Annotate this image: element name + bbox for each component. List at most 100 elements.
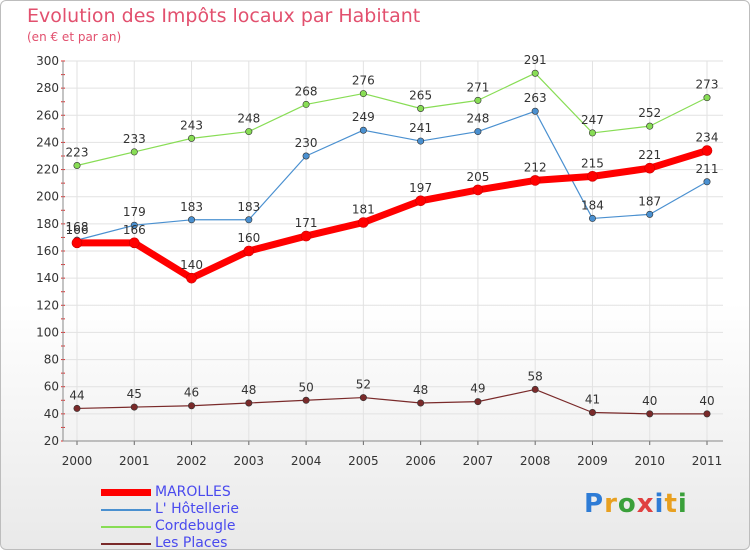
x-tick-label: 2005 (348, 454, 379, 468)
data-point (73, 404, 81, 412)
data-point (417, 399, 425, 407)
data-point (417, 105, 425, 113)
data-point (587, 171, 598, 182)
data-label: 233 (123, 132, 146, 146)
data-point (359, 394, 367, 402)
legend-swatch (101, 489, 151, 496)
data-label: 273 (696, 78, 719, 92)
x-tick-label: 2007 (463, 454, 494, 468)
data-point (245, 399, 253, 407)
data-label: 48 (413, 383, 428, 397)
y-tick-label: 40 (44, 407, 59, 421)
data-point (474, 96, 482, 104)
series-line-Cordebugle (76, 72, 708, 167)
data-point (300, 230, 312, 242)
legend-swatch (101, 509, 151, 511)
y-tick-label: 300 (36, 54, 59, 68)
x-tick-label: 2009 (577, 454, 608, 468)
data-label: 243 (180, 118, 203, 132)
legend-label: MAROLLES (155, 484, 231, 500)
series-line-MAROLLES (73, 147, 711, 282)
x-tick-label: 2001 (119, 454, 150, 468)
data-label: 179 (123, 205, 146, 219)
data-point (302, 396, 310, 404)
data-label: 166 (66, 223, 89, 237)
logo-letter: i (677, 489, 688, 519)
data-label: 40 (699, 394, 714, 408)
logo-letter: t (664, 489, 678, 519)
data-point (245, 216, 253, 224)
data-label: 160 (237, 231, 260, 245)
logo-letter: x (636, 489, 655, 519)
data-point (188, 402, 196, 410)
x-tick-label: 2004 (291, 454, 322, 468)
data-label: 276 (352, 74, 375, 88)
y-tick-label: 240 (36, 135, 59, 149)
data-point (703, 94, 711, 102)
data-point (588, 408, 596, 416)
data-label: 212 (524, 160, 547, 174)
y-tick-label: 280 (36, 81, 59, 95)
legend-item: L' Hôtellerie (101, 501, 301, 518)
data-label: 252 (638, 106, 661, 120)
data-point (73, 162, 81, 170)
data-point (71, 237, 83, 249)
y-tick-label: 160 (36, 244, 59, 258)
data-label: 44 (69, 388, 84, 402)
y-tick-label: 100 (36, 325, 59, 339)
x-tick-label: 2002 (176, 454, 207, 468)
data-point (474, 128, 482, 136)
data-point (302, 100, 310, 108)
proxiti-logo: Proxiti (584, 489, 688, 519)
data-label: 187 (638, 194, 661, 208)
data-point (128, 237, 140, 249)
data-label: 50 (298, 380, 313, 394)
data-point (474, 398, 482, 406)
logo-letter: o (617, 489, 637, 519)
data-point (703, 178, 711, 186)
legend-item: MAROLLES (101, 484, 301, 501)
data-label: 205 (466, 170, 489, 184)
data-point (531, 107, 539, 115)
data-label: 241 (409, 121, 432, 135)
data-point (701, 145, 713, 156)
data-label: 271 (466, 80, 489, 94)
logo-letter: P (584, 489, 605, 519)
y-tick-label: 20 (44, 434, 59, 448)
data-label: 215 (581, 156, 604, 170)
chart-title: Evolution des Impôts locaux par Habitant (27, 5, 421, 27)
data-label: 248 (466, 112, 489, 126)
data-label: 265 (409, 89, 432, 103)
data-label: 247 (581, 113, 604, 127)
data-label: 171 (295, 216, 318, 230)
data-point (529, 175, 541, 186)
y-tick-label: 260 (36, 108, 59, 122)
data-label: 249 (352, 110, 375, 124)
data-label: 183 (237, 200, 260, 214)
series-line-Les Places (76, 388, 708, 415)
data-point (243, 245, 255, 257)
y-tick-label: 220 (36, 163, 59, 177)
data-point (646, 210, 654, 218)
data-point (359, 126, 367, 134)
data-label: 248 (237, 112, 260, 126)
y-tick-label: 80 (44, 353, 59, 367)
data-label: 263 (524, 91, 547, 105)
data-label: 268 (295, 84, 318, 98)
data-label: 234 (696, 131, 719, 145)
data-point (531, 385, 539, 393)
data-label: 140 (180, 258, 203, 272)
data-label: 211 (696, 162, 719, 176)
x-tick-label: 2003 (234, 454, 265, 468)
data-label: 45 (127, 387, 142, 401)
data-label: 40 (642, 394, 657, 408)
logo-letter: i (654, 489, 665, 519)
data-label: 291 (524, 53, 547, 67)
data-point (472, 184, 484, 196)
legend-label: L' Hôtellerie (155, 501, 239, 517)
data-point (186, 272, 197, 284)
data-point (130, 221, 138, 229)
data-point (130, 148, 138, 156)
y-tick-label: 120 (36, 298, 59, 312)
logo-letter: r (604, 489, 618, 519)
